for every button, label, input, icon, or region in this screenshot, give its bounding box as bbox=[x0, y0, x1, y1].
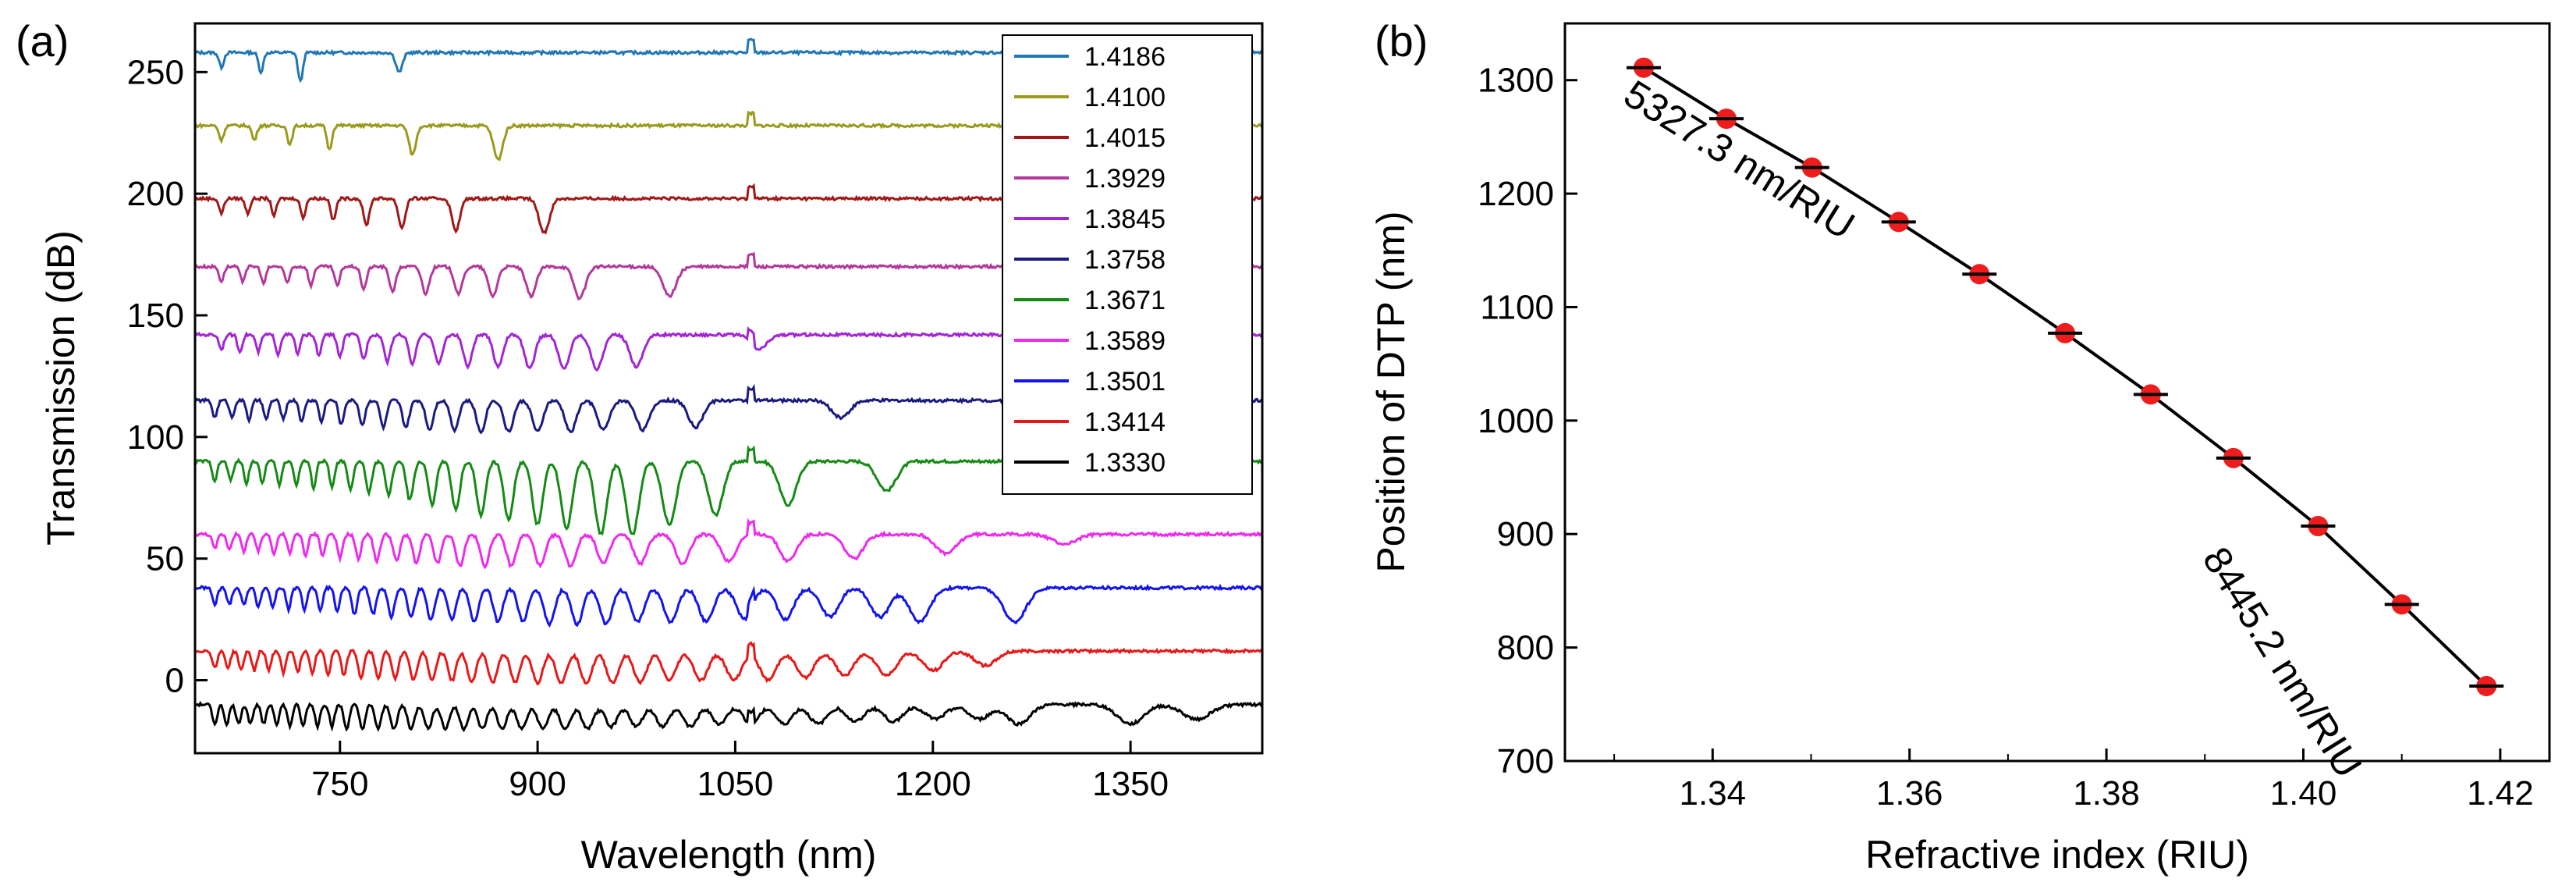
panel-a-ylabel: Transmission (dB) bbox=[39, 230, 83, 546]
legend-entry: 1.4100 bbox=[1084, 83, 1166, 112]
a-xtick-label: 1050 bbox=[697, 765, 773, 803]
legend-entry: 1.3414 bbox=[1084, 407, 1166, 437]
panel-a-curves bbox=[193, 37, 1264, 733]
b-xtick-label: 1.38 bbox=[2073, 774, 2140, 813]
b-ytick-label: 900 bbox=[1497, 515, 1554, 553]
sensitivity-annotation-low: 5327.3 nm/RIU bbox=[1616, 72, 1862, 248]
a-ytick-label: 0 bbox=[165, 662, 184, 700]
legend-entry: 1.3671 bbox=[1084, 286, 1166, 315]
sensitivity-annotation-high: 8445.2 nm/RIU bbox=[2195, 539, 2371, 785]
panel-b-ticks: 1.34 1.36 1.38 1.40 1.42 700 800 900 1000 1100 120… bbox=[1478, 62, 2534, 813]
b-xtick-label: 1.36 bbox=[1876, 774, 1943, 813]
panel-a: (a) 750 900 1050 1200 1350 0 50 100 150 200 250 Wa… bbox=[16, 16, 1264, 877]
legend-entry: 1.3845 bbox=[1084, 204, 1166, 234]
b-xtick-label: 1.42 bbox=[2467, 774, 2534, 813]
b-ytick-label: 1300 bbox=[1478, 62, 1554, 100]
b-ytick-label: 1000 bbox=[1478, 402, 1554, 440]
b-ytick-label: 700 bbox=[1497, 742, 1554, 781]
a-xtick-label: 1200 bbox=[895, 765, 971, 803]
a-ytick-label: 150 bbox=[127, 297, 184, 335]
b-ytick-label: 1100 bbox=[1480, 288, 1554, 326]
a-ytick-label: 250 bbox=[127, 53, 184, 91]
b-xtick-label: 1.34 bbox=[1679, 774, 1746, 813]
series-line-1.3414 bbox=[194, 641, 1263, 686]
legend: 1.4186 1.4100 1.4015 1.3929 1.3845 1.3758 1.36… bbox=[1002, 34, 1253, 495]
panel-a-ticks: 750 900 1050 1200 1350 0 50 100 150 200 250 bbox=[127, 53, 1169, 803]
series-line-1.3501 bbox=[193, 583, 1264, 628]
panel-b-ylabel: Position of DTP (nm) bbox=[1369, 211, 1413, 572]
a-ytick-label: 100 bbox=[127, 418, 184, 457]
legend-box bbox=[1002, 34, 1253, 495]
a-ytick-label: 50 bbox=[146, 540, 184, 578]
b-ytick-label: 800 bbox=[1497, 629, 1554, 667]
legend-entry: 1.3589 bbox=[1084, 326, 1166, 356]
legend-entry: 1.3929 bbox=[1084, 164, 1166, 194]
b-xtick-label: 1.40 bbox=[2270, 774, 2337, 813]
panel-b-xlabel: Refractive index (RIU) bbox=[1865, 833, 2249, 877]
panel-a-label: (a) bbox=[16, 16, 69, 66]
legend-entry: 1.3330 bbox=[1084, 448, 1166, 478]
legend-entry: 1.4015 bbox=[1084, 123, 1166, 153]
panel-b-frame bbox=[1563, 22, 2551, 763]
a-xtick-label: 1350 bbox=[1092, 765, 1169, 803]
panel-b-label: (b) bbox=[1375, 16, 1428, 66]
panel-a-frame bbox=[193, 22, 1264, 755]
a-xtick-label: 750 bbox=[311, 765, 368, 803]
legend-entry: 1.3501 bbox=[1084, 367, 1166, 396]
panel-b: (b) 1.34 1.36 1.38 1.40 1.42 700 800 900 1000 110… bbox=[1369, 16, 2551, 877]
panel-a-xlabel: Wavelength (nm) bbox=[581, 833, 877, 877]
series-line-1.3330 bbox=[195, 700, 1264, 733]
a-ytick-label: 200 bbox=[127, 175, 184, 213]
a-xtick-label: 900 bbox=[509, 765, 566, 803]
panel-b-plot bbox=[1626, 57, 2504, 697]
series-line-1.3589 bbox=[193, 517, 1263, 570]
legend-entry: 1.3758 bbox=[1084, 245, 1166, 275]
b-ytick-label: 1200 bbox=[1478, 175, 1554, 213]
legend-entry: 1.4186 bbox=[1084, 42, 1166, 72]
